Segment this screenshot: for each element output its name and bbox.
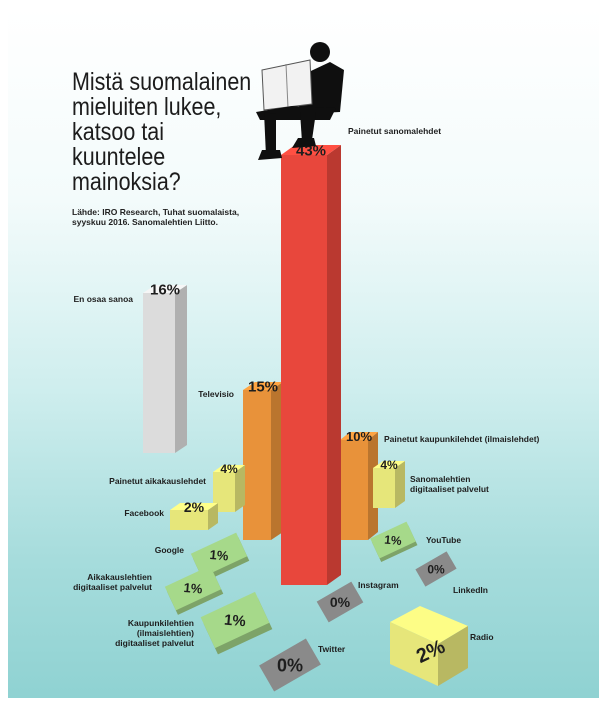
category-label: Televisio bbox=[198, 389, 234, 399]
value-label: 0% bbox=[277, 655, 303, 675]
bar-painetut-kaupunkilehdet-ilmaislehdet: 10% bbox=[340, 429, 378, 540]
value-label: 2% bbox=[184, 499, 205, 515]
man-reading-newspaper-icon bbox=[256, 42, 344, 160]
value-label: 1% bbox=[183, 580, 203, 597]
category-label: Twitter bbox=[318, 644, 346, 654]
value-label: 0% bbox=[330, 594, 351, 610]
bar-painetut-sanomalehdet: 43% bbox=[281, 143, 341, 585]
value-label: 15% bbox=[248, 379, 278, 396]
bar-aikakauslehtien-digitaaliset-palvelut: 1% bbox=[164, 565, 224, 615]
bar-en-osaa-sanoa: 16% bbox=[143, 282, 187, 453]
bar-linkedin: 0% bbox=[415, 551, 457, 587]
bar-sanomalehtien-digitaaliset-palvelut: 4% bbox=[373, 458, 405, 508]
category-label: Painetut sanomalehdet bbox=[348, 126, 441, 136]
bar-radio: 2% bbox=[390, 606, 468, 686]
category-label: Painetut aikakauslehdet bbox=[109, 476, 206, 486]
value-label: 0% bbox=[427, 562, 445, 576]
bar-painetut-aikakauslehdet: 4% bbox=[213, 462, 245, 512]
value-label: 16% bbox=[150, 282, 180, 299]
category-label: Radio bbox=[470, 632, 494, 642]
chart-title: Mistä suomalainen mieluiten lukee, katso… bbox=[72, 68, 252, 196]
category-label: Instagram bbox=[358, 580, 399, 590]
value-label: 1% bbox=[223, 611, 246, 630]
value-label: 1% bbox=[209, 547, 229, 564]
bar-youtube: 1% bbox=[370, 521, 418, 563]
chart-source: Lähde: IRO Research, Tuhat suomalaista, … bbox=[72, 207, 240, 227]
value-label: 10% bbox=[346, 429, 372, 444]
category-label: Sanomalehtien digitaaliset palvelut bbox=[410, 474, 489, 494]
bar-televisio: 15% bbox=[243, 379, 283, 540]
category-label: YouTube bbox=[426, 535, 461, 545]
category-label: Facebook bbox=[124, 508, 164, 518]
category-label: Kaupunkilehtien (ilmaislehtien) digitaalis… bbox=[115, 618, 194, 648]
category-label: Aikakauslehtien digitaaliset palvelut bbox=[73, 572, 152, 592]
bar-instagram: 0% bbox=[316, 581, 364, 623]
value-label: 4% bbox=[380, 458, 398, 472]
bar-facebook: 2% bbox=[170, 499, 218, 530]
value-label: 1% bbox=[384, 533, 403, 548]
bar-twitter: 0% bbox=[259, 638, 321, 692]
category-label: Painetut kaupunkilehdet (ilmaislehdet) bbox=[384, 434, 540, 444]
category-label: En osaa sanoa bbox=[73, 294, 133, 304]
value-label: 4% bbox=[220, 462, 238, 476]
category-label: LinkedIn bbox=[453, 585, 488, 595]
category-label: Google bbox=[155, 545, 185, 555]
bar-kaupunkilehtien-ilmaislehtien-digitaaliset-palvelut: 1% bbox=[200, 591, 273, 655]
